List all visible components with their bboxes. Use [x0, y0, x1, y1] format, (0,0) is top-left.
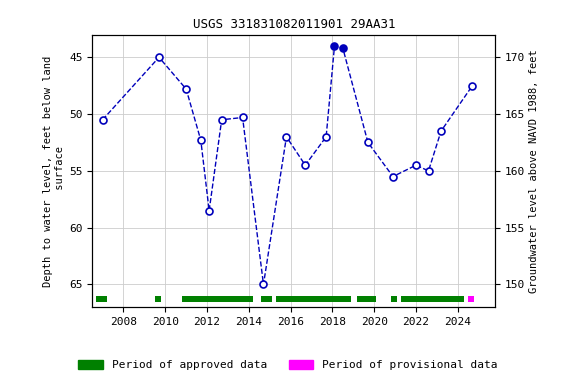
Bar [96, 296, 107, 302]
Bar [358, 296, 376, 302]
Bar [276, 296, 351, 302]
Y-axis label: Depth to water level, feet below land
 surface: Depth to water level, feet below land su… [43, 55, 65, 286]
Bar [182, 296, 253, 302]
Title: USGS 331831082011901 29AA31: USGS 331831082011901 29AA31 [192, 18, 395, 31]
Bar [468, 296, 475, 302]
Y-axis label: Groundwater level above NAVD 1988, feet: Groundwater level above NAVD 1988, feet [529, 49, 540, 293]
Bar [401, 296, 464, 302]
Legend: Period of approved data, Period of provisional data: Period of approved data, Period of provi… [74, 355, 502, 375]
Bar [155, 296, 161, 302]
Bar [262, 296, 272, 302]
Bar [391, 296, 397, 302]
